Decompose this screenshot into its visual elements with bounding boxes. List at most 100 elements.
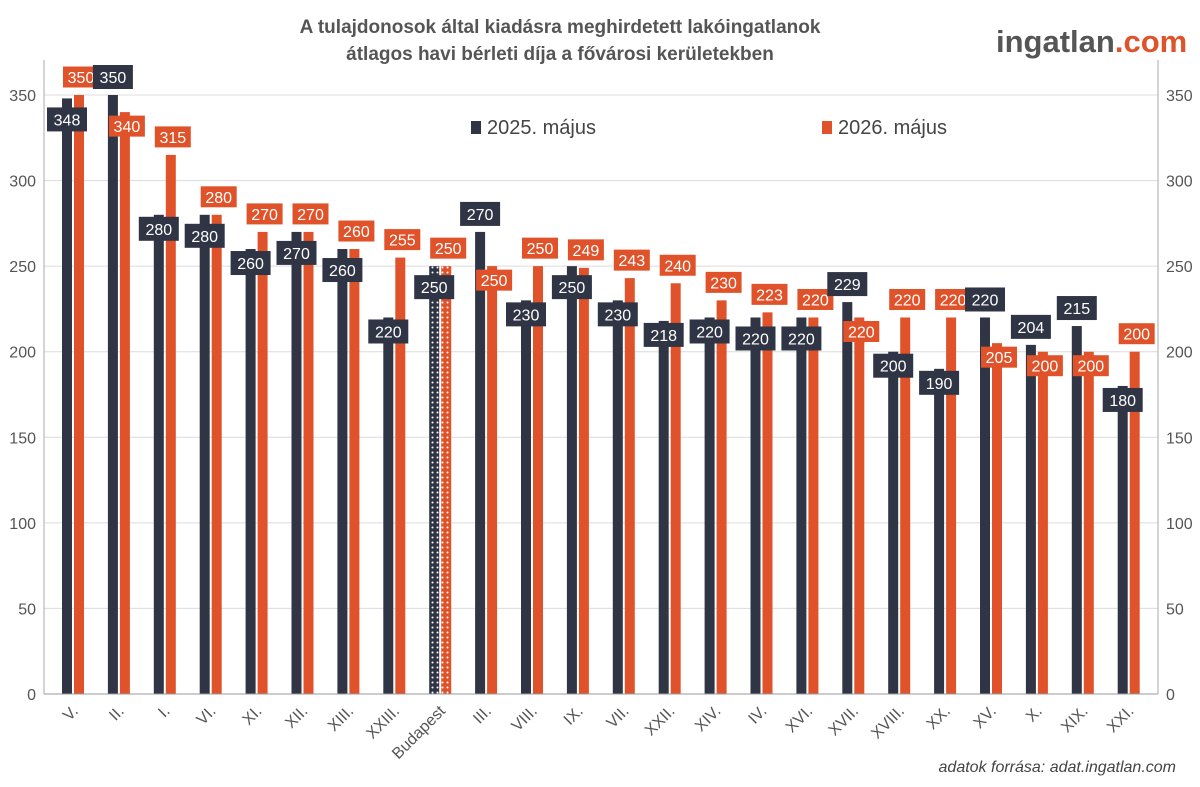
bar-2025: [704, 317, 715, 694]
data-label-2026-box: [430, 237, 467, 259]
data-label-2026-box: [63, 66, 99, 88]
data-label-2025-box: [873, 353, 914, 378]
data-label-2026-box: [246, 203, 283, 225]
bar-2026: [74, 95, 84, 694]
data-label-2025: 350: [100, 70, 127, 87]
chart-title-line1: A tulajdonosok által kiadásra meghirdete…: [299, 17, 821, 38]
bar-2025: [980, 317, 990, 694]
data-label-2025: 260: [329, 263, 356, 280]
bar-2026: [854, 317, 865, 694]
data-label-2025-box: [551, 275, 592, 300]
bar-2025: [107, 95, 118, 694]
category-label: V.: [60, 703, 82, 725]
bar-2025: [934, 368, 945, 694]
bar-2026: [762, 312, 773, 694]
data-label-2025-box: [1102, 387, 1143, 412]
bar-2026: [808, 317, 819, 694]
bar-2025: [337, 249, 348, 694]
data-label-2026-box: [384, 229, 421, 251]
bar-2025: [291, 231, 302, 694]
data-label-2025: 250: [559, 280, 586, 297]
data-label-2026-box: [200, 186, 237, 208]
bar-2025: [1117, 385, 1128, 694]
bar-2026: [487, 266, 498, 694]
data-label-2025: 220: [375, 324, 402, 341]
data-label-2026: 350: [68, 70, 95, 87]
brand-logo-part1: ingatlan: [996, 24, 1115, 59]
data-label-2025-box: [597, 302, 638, 327]
y-tick-label-right: 350: [1166, 88, 1193, 105]
data-label-2025-box: [460, 201, 501, 226]
data-label-2026: 240: [664, 258, 691, 275]
category-label: XVII.: [826, 703, 863, 740]
data-label-2025-box: [827, 272, 868, 297]
bar-2026: [670, 283, 681, 694]
bar-2026: [946, 317, 957, 694]
data-label-2025-box: [735, 326, 776, 351]
data-label-2025-box: [689, 319, 730, 344]
bar-2025: [153, 214, 164, 695]
data-label-2026: 200: [1032, 359, 1059, 376]
y-tick-label-right: 100: [1166, 516, 1193, 533]
y-tick-label-right: 250: [1166, 259, 1193, 276]
data-label-2025: 215: [1063, 301, 1090, 318]
data-label-2026-box: [797, 288, 834, 310]
category-label: X.: [1023, 703, 1046, 726]
bar-2026: [303, 231, 314, 694]
bar-2026: [257, 231, 268, 694]
category-label: XIV.: [692, 703, 724, 735]
y-tick-label-right: 0: [1166, 687, 1175, 704]
bar-2025: [1071, 326, 1082, 694]
data-label-2026: 280: [205, 190, 232, 207]
category-label: IX.: [561, 703, 587, 729]
data-label-2026-box: [751, 283, 788, 305]
data-label-2026: 250: [527, 241, 554, 258]
data-label-2025: 250: [421, 280, 448, 297]
bar-2026: [533, 266, 543, 694]
bar-2025: [658, 320, 669, 694]
bar-2025: [245, 249, 256, 694]
category-label: XX.: [924, 703, 954, 733]
data-label-2026-box: [522, 237, 558, 259]
data-label-2025-box: [276, 240, 317, 265]
y-tick-label-right: 300: [1166, 174, 1193, 191]
data-label-2025-box: [368, 319, 409, 344]
data-label-2025: 230: [604, 307, 631, 324]
data-label-2025: 218: [650, 328, 677, 345]
y-tick-label-left: 0: [27, 687, 36, 704]
data-label-2026: 200: [1077, 359, 1104, 376]
bar-2025: [62, 98, 72, 695]
brand-logo: ingatlan.com: [996, 24, 1187, 60]
data-label-2026-box: [705, 271, 742, 293]
category-label: XIII.: [325, 703, 357, 735]
bar-2026: [1037, 351, 1048, 694]
category-label: IV.: [746, 703, 771, 728]
data-label-2026: 315: [159, 130, 186, 147]
bar-2025: [796, 317, 807, 694]
data-label-2025-box: [47, 107, 87, 132]
y-tick-label-left: 300: [9, 174, 36, 191]
legend-swatch-2: [822, 121, 832, 134]
data-label-2026-box: [659, 254, 696, 276]
bar-2025: [429, 266, 440, 694]
bar-2026: [624, 278, 635, 694]
data-label-2025: 270: [467, 207, 494, 224]
data-label-2025-box: [184, 223, 225, 248]
data-label-2026-box: [613, 249, 650, 271]
bar-2026: [211, 214, 222, 695]
data-label-2025-box: [230, 251, 271, 276]
bar-2026: [992, 343, 1002, 694]
data-label-2026: 220: [940, 292, 967, 309]
data-label-2025-box: [414, 275, 455, 300]
data-label-2026: 249: [573, 243, 600, 260]
data-label-2026: 205: [986, 350, 1013, 367]
data-label-2025-box: [506, 302, 546, 327]
data-label-2025-box: [322, 258, 363, 283]
y-tick-label-right: 50: [1166, 601, 1184, 618]
data-label-2026-box: [1026, 355, 1063, 377]
legend-label-2: 2026. május: [838, 117, 947, 139]
category-label: XVIII.: [868, 703, 908, 743]
y-tick-label-left: 50: [18, 601, 36, 618]
bar-2026: [1083, 351, 1094, 694]
